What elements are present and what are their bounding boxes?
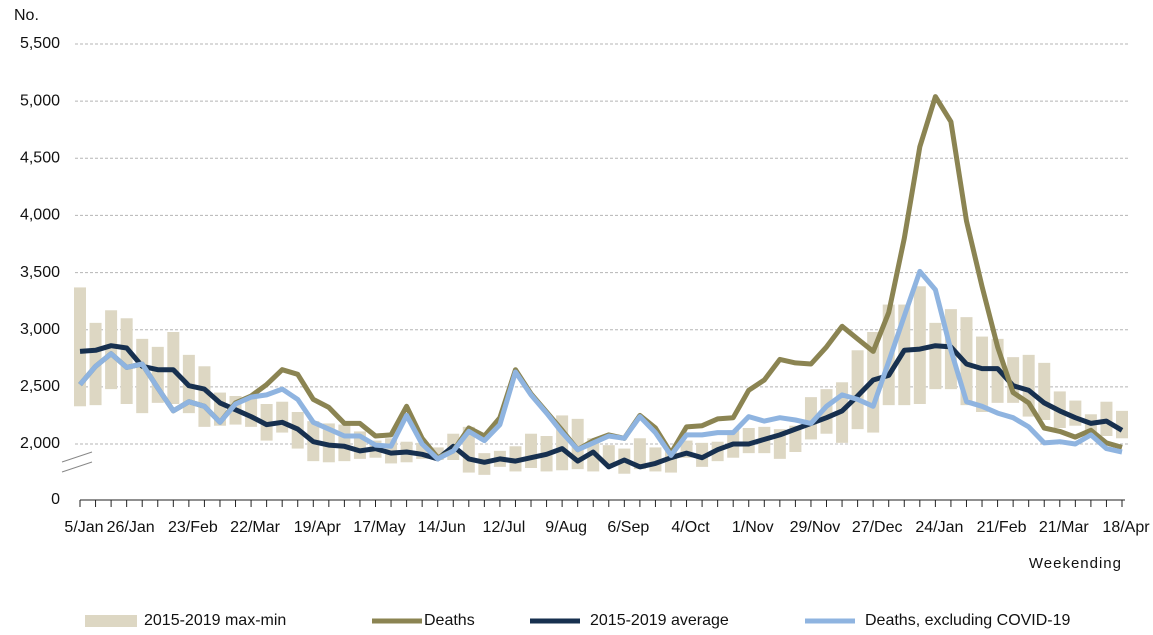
x-tick-label: 6/Sep	[607, 519, 649, 536]
range-bar	[1069, 400, 1082, 426]
series-line	[78, 268, 1123, 462]
range-bar	[804, 397, 817, 440]
x-tick-label: 17/May	[353, 519, 405, 536]
range-bar	[742, 428, 755, 454]
y-tick-label: 4,000	[20, 207, 60, 224]
x-tick-label: 21/Feb	[977, 519, 1027, 536]
legend-swatch	[85, 615, 137, 627]
legend-label: 2015-2019 max-min	[144, 612, 286, 629]
range-bar	[338, 424, 351, 462]
x-tick-label: 26/Jan	[107, 519, 155, 536]
axis-break-gap	[60, 452, 100, 466]
range-bar	[696, 442, 709, 467]
x-tick-label: 9/Aug	[545, 519, 587, 536]
x-axis-title: Weekending	[1029, 555, 1122, 572]
range-bar	[633, 438, 646, 470]
range-bar	[525, 433, 538, 468]
y-tick-label: 5,500	[20, 35, 60, 52]
range-bar	[74, 287, 86, 407]
x-tick-label: 23/Feb	[168, 519, 218, 536]
x-tick-label: 29/Nov	[790, 519, 841, 536]
x-tick-label: 18/Apr	[1102, 519, 1150, 536]
y-tick-label: 3,000	[20, 321, 60, 338]
x-tick-label: 21/Mar	[1039, 519, 1089, 536]
y-unit: No.	[14, 7, 39, 24]
range-bar	[913, 286, 926, 404]
x-tick-label: 5/Jan	[64, 519, 103, 536]
axis-break	[61, 451, 93, 463]
legend-label: Deaths	[424, 612, 475, 629]
y-tick-label: 2,000	[20, 435, 60, 452]
y-tick-label: 4,500	[20, 150, 60, 167]
legend-label: 2015-2019 average	[590, 612, 729, 629]
y-tick-label: 3,500	[20, 264, 60, 281]
axis-break	[61, 461, 93, 473]
range-bar	[105, 310, 118, 390]
range-bar	[1022, 354, 1035, 417]
y-tick-label: 2,500	[20, 378, 60, 395]
y-tick-label: 0	[51, 491, 60, 508]
range-bar	[851, 350, 864, 430]
range-bar	[1038, 362, 1051, 420]
y-tick-label: 5,000	[20, 92, 60, 109]
x-tick-label: 14/Jun	[418, 519, 466, 536]
range-bar	[976, 336, 989, 412]
range-bar	[929, 322, 942, 390]
legend-label: Deaths, excluding COVID-19	[865, 612, 1071, 629]
x-tick-label: 4/Oct	[671, 519, 710, 536]
x-tick-label: 27/Dec	[852, 519, 903, 536]
x-tick-label: 19/Apr	[294, 519, 342, 536]
range-bar	[1116, 410, 1128, 439]
range-bar	[120, 318, 133, 404]
range-bar	[276, 401, 289, 433]
x-tick-label: 1/Nov	[732, 519, 774, 536]
range-bar	[602, 445, 615, 465]
range-bar	[198, 366, 211, 427]
x-tick-label: 24/Jan	[915, 519, 963, 536]
range-bar	[820, 389, 833, 434]
range-bar	[136, 338, 149, 414]
x-tick-label: 12/Jul	[483, 519, 526, 536]
x-tick-label: 22/Mar	[230, 519, 280, 536]
